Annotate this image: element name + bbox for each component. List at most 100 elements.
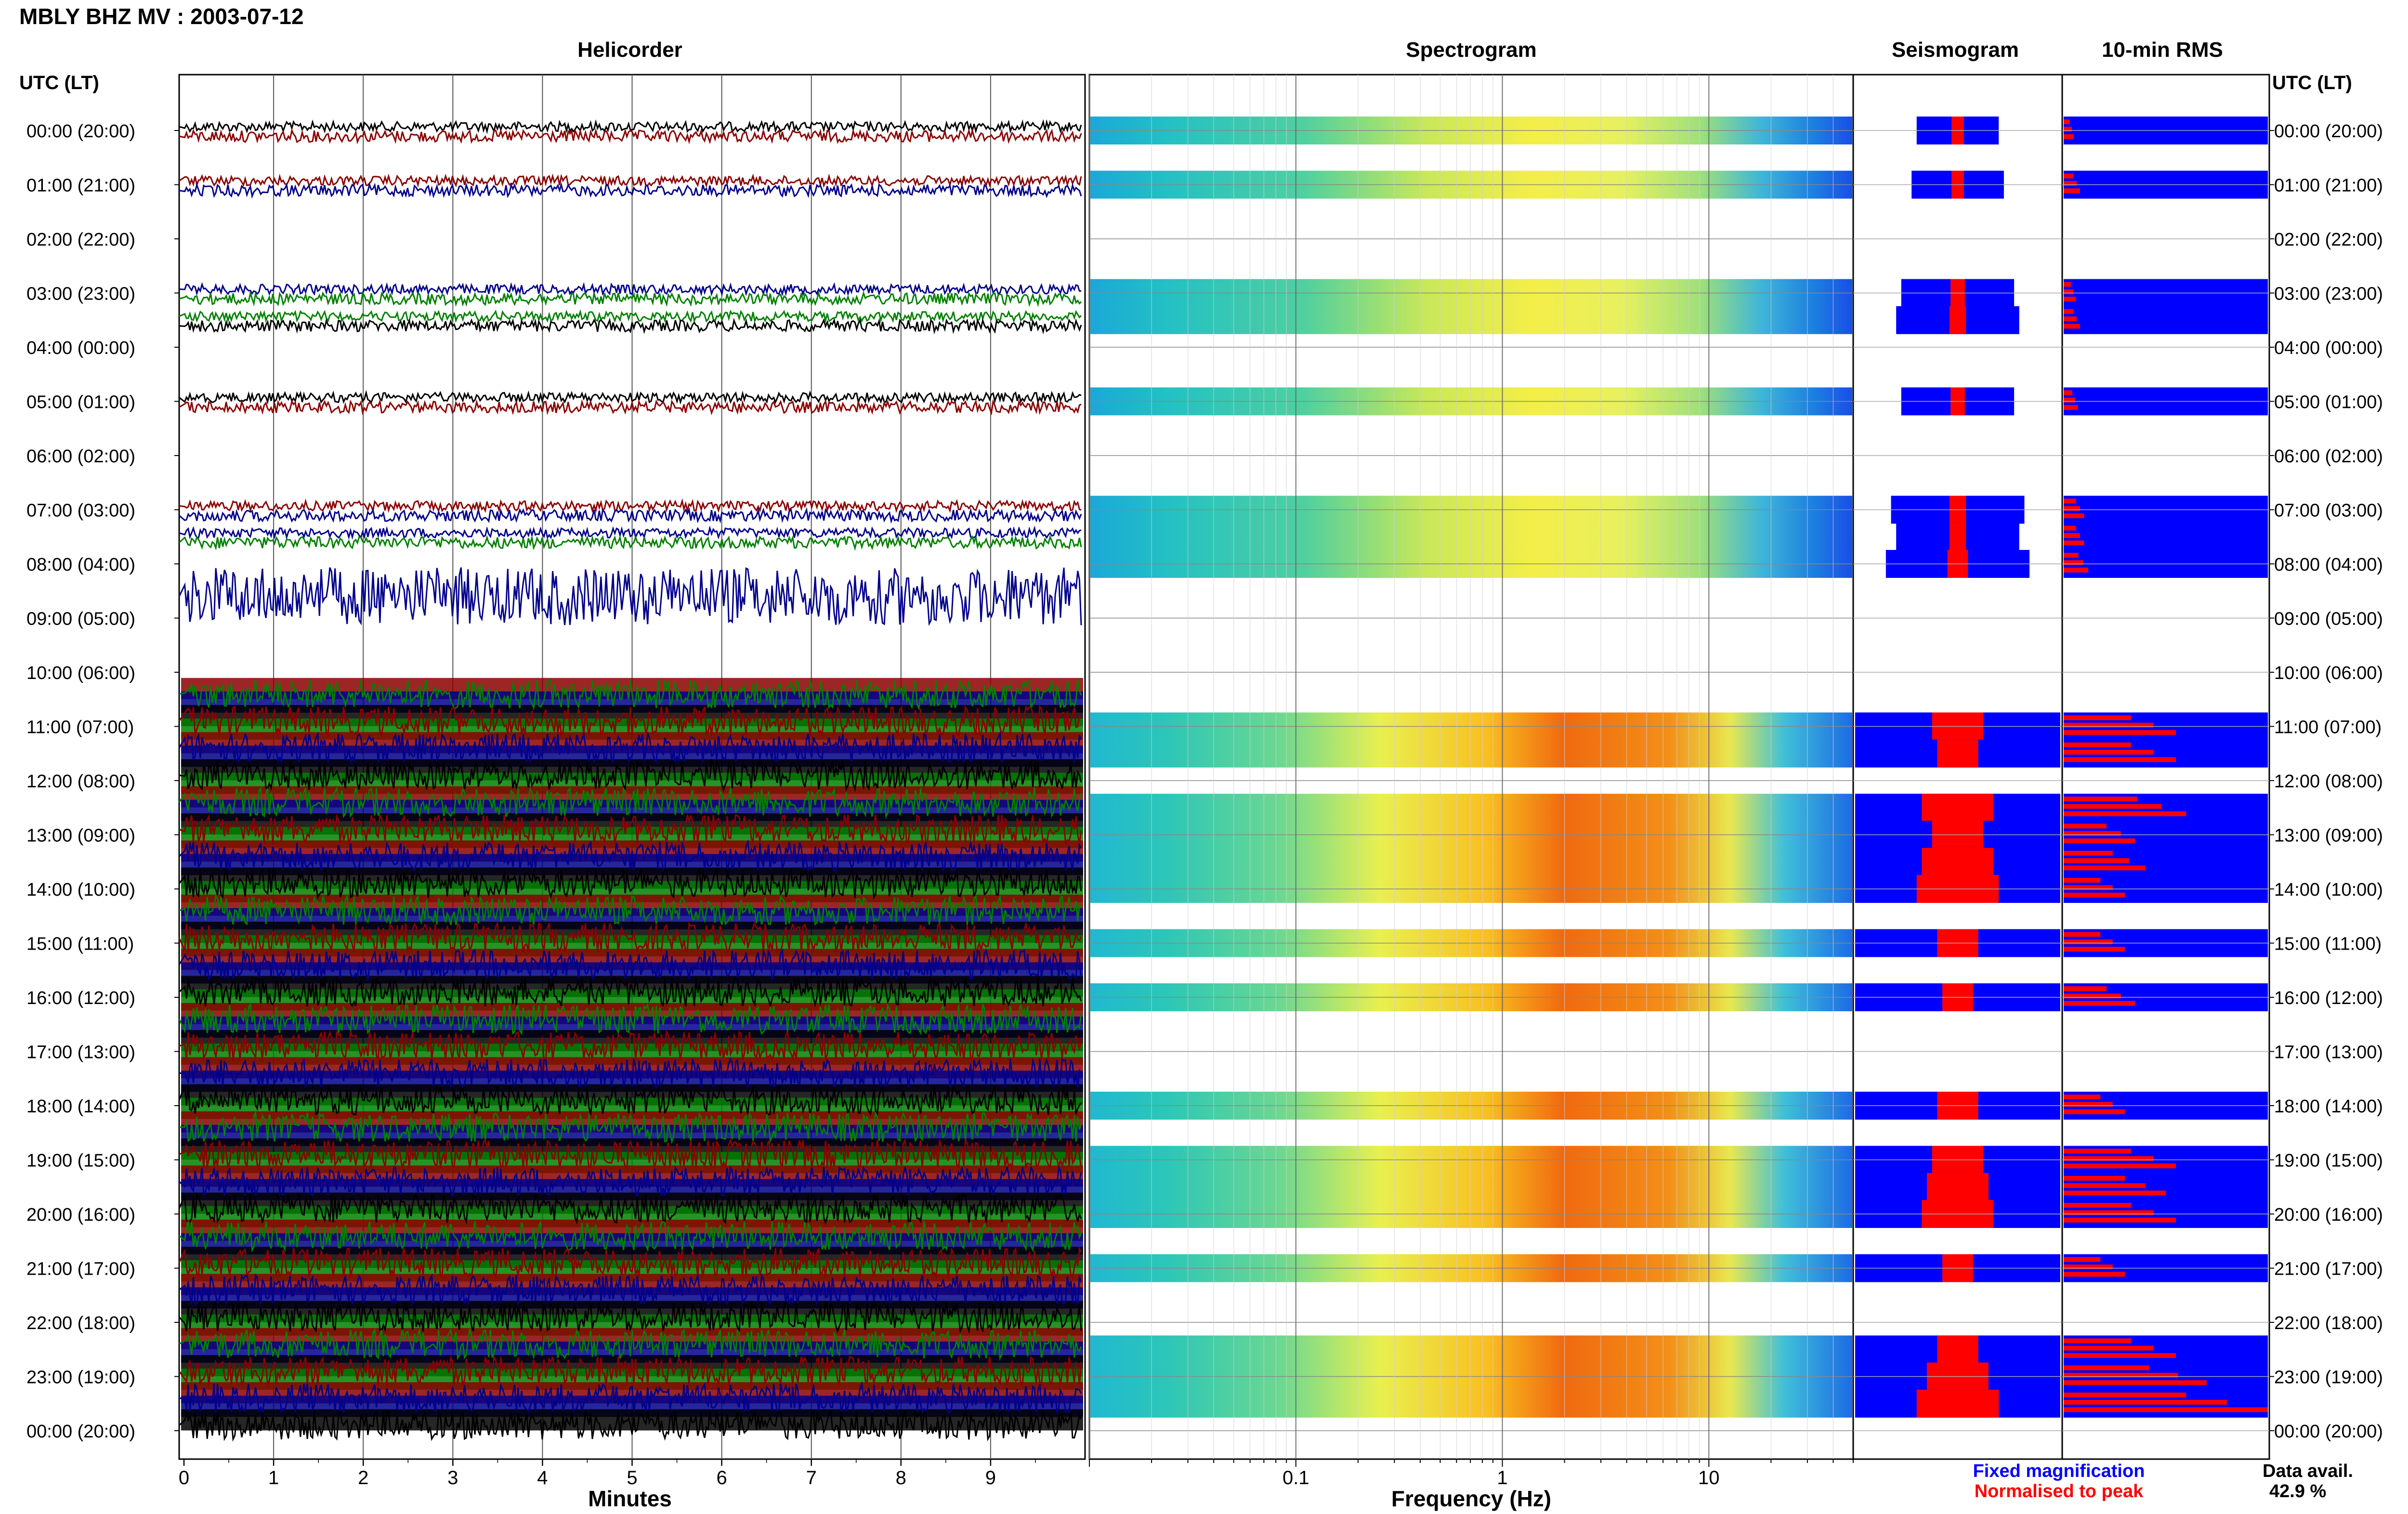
- rms-normalised-bar: [2064, 1272, 2125, 1277]
- rms-normalised-bar: [2064, 1380, 2207, 1385]
- time-label-right: 14:00 (10:00): [2274, 880, 2383, 900]
- helicorder-trace: [178, 920, 1082, 955]
- rms-normalised-bar: [2064, 742, 2131, 747]
- time-label-left: 11:00 (07:00): [26, 718, 134, 738]
- helicorder-trace: [178, 948, 1082, 982]
- rms-normalised-bar: [2064, 282, 2071, 287]
- helicorder-trace: [178, 786, 1082, 819]
- helicorder-trace: [179, 507, 1082, 524]
- rms-normalised-bar: [2064, 722, 2154, 728]
- helicorder-trace: [178, 1300, 1082, 1334]
- time-label-right: 01:00 (21:00): [2274, 176, 2383, 196]
- rms-normalised-bar: [2064, 134, 2074, 139]
- rms-normalised-bar: [2064, 553, 2079, 558]
- helicorder-panel: [178, 74, 1086, 1460]
- seismogram-panel: [1852, 74, 2063, 1460]
- helicorder-trace: [178, 731, 1082, 764]
- time-label-right: 21:00 (17:00): [2274, 1259, 2383, 1279]
- spectrogram-row: [1090, 1389, 1852, 1418]
- time-label-right: 20:00 (16:00): [2274, 1205, 2383, 1225]
- rms-normalised-bar: [2064, 513, 2084, 519]
- rms-normalised-bar: [2064, 1156, 2154, 1161]
- rms-normalised-bar: [2064, 947, 2125, 952]
- time-label-left: 15:00 (11:00): [26, 934, 134, 954]
- rms-normalised-bar: [2064, 405, 2078, 410]
- helicorder-trace: [179, 1273, 1082, 1306]
- time-label-left: 19:00 (15:00): [26, 1151, 135, 1171]
- time-label-right: 23:00 (19:00): [2274, 1368, 2383, 1388]
- rms-normalised-bar: [2064, 1102, 2113, 1107]
- helicorder-xtick-label: 6: [716, 1467, 727, 1488]
- helicorder-trace: [178, 1246, 1082, 1279]
- time-label-left: 12:00 (08:00): [26, 771, 135, 792]
- helicorder-xtick-label: 5: [627, 1467, 637, 1488]
- rms-normalised-bar: [2064, 1353, 2176, 1358]
- rms-normalised-bar: [2064, 1345, 2154, 1351]
- helicorder-trace: [179, 1221, 1082, 1253]
- rms-normalised-bar: [2064, 127, 2072, 132]
- spectrogram-panel: [1088, 74, 1854, 1460]
- time-label-right: 10:00 (06:00): [2274, 663, 2383, 683]
- rms-normalised-bar: [2064, 181, 2077, 186]
- time-label-left: 16:00 (12:00): [26, 988, 135, 1008]
- rms-normalised-bar: [2064, 1175, 2125, 1181]
- time-label-left: 10:00 (06:00): [26, 663, 135, 683]
- rms-normalised-bar: [2064, 1365, 2150, 1370]
- helicorder-trace: [178, 1192, 1082, 1226]
- rms-normalised-bar: [2064, 939, 2113, 944]
- time-axis-header-left: UTC (LT): [19, 72, 99, 93]
- rms-panel: [2061, 74, 2270, 1460]
- legend-fixed-magnification: Fixed magnification: [1973, 1461, 2145, 1481]
- helicorder-band: [181, 1409, 1083, 1431]
- time-label-left: 14:00 (10:00): [26, 880, 135, 900]
- rms-normalised-bar: [2064, 1407, 2268, 1412]
- helicorder-trace: [179, 1110, 1082, 1144]
- helicorder-xtick-label: 9: [985, 1467, 996, 1488]
- spectrogram-row: [1090, 848, 1852, 876]
- time-label-right: 11:00 (07:00): [2274, 718, 2382, 738]
- seismogram-normalised-band: [1950, 522, 1966, 551]
- helicorder-trace: [179, 128, 1082, 144]
- helicorder-xtick-label: 1: [268, 1467, 279, 1488]
- helicorder-trace: [179, 182, 1082, 199]
- seismogram-normalised-band: [1937, 739, 1978, 768]
- time-label-left: 23:00 (19:00): [26, 1368, 135, 1388]
- rms-normalised-bar: [2064, 823, 2107, 829]
- rms-fixed-bar: [2064, 522, 2268, 551]
- time-label-right: 22:00 (18:00): [2274, 1313, 2383, 1333]
- spectrogram-row: [1090, 306, 1852, 334]
- spectrogram-x-axis: 0.1 1 10: [1089, 1459, 1854, 1488]
- helicorder-trace: [178, 1002, 1082, 1036]
- helicorder-trace: [179, 976, 1082, 1007]
- helicorder-trace: [179, 1408, 1082, 1442]
- helicorder-xtick-label: 2: [358, 1467, 368, 1488]
- rms-normalised-bar: [2064, 1001, 2135, 1006]
- data-availability-label: Data avail.: [2263, 1461, 2353, 1481]
- helicorder-trace: [179, 813, 1082, 847]
- rms-normalised-bar: [2064, 865, 2146, 871]
- rms-fixed-bar: [2064, 306, 2268, 334]
- rms-normalised-bar: [2064, 316, 2077, 322]
- rms-normalised-bar: [2064, 525, 2076, 531]
- rms-normalised-bar: [2064, 1210, 2154, 1215]
- time-label-right: 02:00 (22:00): [2274, 230, 2383, 250]
- spectrogram-row: [1090, 1173, 1852, 1201]
- time-label-right: 15:00 (11:00): [2274, 934, 2382, 954]
- rms-normalised-bar: [2064, 1400, 2227, 1405]
- seismogram-normalised-band: [1950, 306, 1966, 334]
- spectrogram-xlabel: Frequency (Hz): [1391, 1486, 1551, 1511]
- time-label-left: 00:00 (20:00): [26, 121, 135, 142]
- helicorder-trace: [179, 525, 1082, 540]
- helicorder-trace: [178, 1083, 1082, 1116]
- rms-normalised-bar: [2064, 850, 2113, 856]
- helicorder-trace: [179, 290, 1082, 307]
- time-label-left: 05:00 (01:00): [26, 392, 135, 413]
- helicorder-trace: [179, 1057, 1082, 1089]
- rms-normalised-bar: [2064, 1190, 2166, 1196]
- helicorder-trace: [178, 1165, 1082, 1198]
- rms-normalised-bar: [2064, 533, 2080, 538]
- rms-normalised-bar: [2064, 1183, 2146, 1188]
- rms-normalised-bar: [2064, 119, 2070, 124]
- helicorder-trace: [179, 1029, 1082, 1062]
- rms-normalised-bar: [2064, 1392, 2186, 1397]
